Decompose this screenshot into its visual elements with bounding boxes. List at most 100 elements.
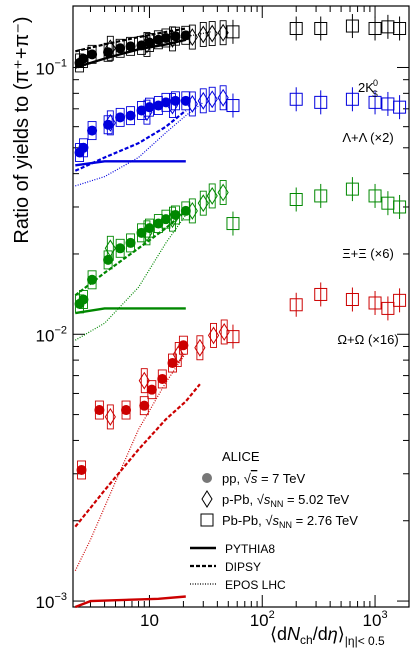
pp-point-x bbox=[78, 294, 89, 305]
ppb-point-o bbox=[138, 371, 150, 390]
ppb-point-k bbox=[104, 39, 116, 58]
legend-title: ALICE bbox=[222, 449, 260, 464]
ppb-syst-box-k bbox=[188, 24, 196, 50]
ppb-point-k bbox=[186, 28, 198, 47]
pp-point-k bbox=[78, 53, 89, 64]
ppb-point-l bbox=[166, 96, 179, 115]
ppb-point-x bbox=[166, 210, 179, 229]
pp-point-o bbox=[139, 400, 150, 411]
pp-point-k bbox=[144, 37, 155, 48]
legend-pythia-label: PYTHIA8 bbox=[225, 542, 275, 556]
pp-point-k bbox=[153, 34, 164, 45]
ppb-syst-box-k bbox=[106, 35, 114, 61]
y-axis-label: Ratio of yields to (π⁺+π⁻) bbox=[11, 16, 33, 243]
ppb-point-o bbox=[207, 326, 220, 345]
pp-point-x bbox=[125, 237, 136, 248]
x-axis-label: ⟨dNch/dη⟩|η|< 0.5 bbox=[270, 624, 385, 648]
model-epos-x bbox=[74, 214, 187, 341]
ppb-syst-box-x bbox=[219, 180, 227, 205]
ppb-point-k bbox=[141, 35, 153, 54]
pp-point-x bbox=[153, 218, 164, 229]
species-label-o: Ω+Ω (×16) bbox=[337, 332, 398, 347]
ppb-syst-box-l bbox=[208, 86, 216, 112]
legend-pbpb-marker bbox=[200, 513, 214, 527]
pp-point-o bbox=[146, 384, 157, 395]
model-curves bbox=[74, 27, 211, 609]
model-pythia-o bbox=[74, 595, 186, 609]
pp-point-x bbox=[180, 205, 191, 216]
legend-dipsy-label: DIPSY bbox=[225, 560, 261, 574]
species-label-k: 2K0 S bbox=[358, 78, 378, 99]
ppb-point-x bbox=[197, 194, 209, 213]
pp-point-l bbox=[87, 125, 98, 136]
model-dipsy-l bbox=[74, 109, 187, 172]
pp-point-l bbox=[153, 100, 164, 111]
ppb-syst-box-x bbox=[143, 220, 151, 246]
x-tick-label: 103 bbox=[363, 609, 388, 630]
ppb-syst-box-x bbox=[169, 206, 176, 232]
ppb-syst-box-x bbox=[208, 183, 216, 209]
ppb-point-o bbox=[172, 345, 184, 364]
species-label-x: Ξ+Ξ (×6) bbox=[342, 246, 394, 261]
ppb-syst-box-l bbox=[188, 91, 196, 117]
ppb-syst-box-l bbox=[169, 93, 176, 118]
y-tick-label: 10−3 bbox=[36, 591, 67, 612]
pp-point-l bbox=[144, 102, 155, 113]
ppb-syst-box-k bbox=[169, 26, 176, 52]
ppb-point-x bbox=[104, 239, 116, 258]
model-epos-l bbox=[75, 101, 204, 187]
legend-pp-label: pp, √s = 7 TeV bbox=[222, 471, 305, 486]
ppb-syst-box-o bbox=[140, 368, 148, 394]
ppb-point-l bbox=[206, 90, 218, 109]
ppb-point-l bbox=[141, 103, 153, 122]
legend-pp-marker bbox=[202, 473, 212, 483]
ppb-syst-box-o bbox=[106, 404, 114, 430]
ppb-point-x bbox=[217, 183, 229, 202]
ppb-syst-box-k bbox=[208, 21, 216, 47]
pp-point-l bbox=[78, 142, 89, 153]
legend: ALICE pp, √s = 7 TeV p-Pb, √sNN = 5.02 T… bbox=[190, 449, 358, 592]
legend-pbpb-label: Pb-Pb, √sNN = 2.76 TeV bbox=[222, 513, 358, 530]
pp-point-l bbox=[115, 112, 126, 123]
ppb-syst-box-k bbox=[219, 20, 227, 46]
axis-ticks: 10 102 103 10−3 10−2 10−1 bbox=[36, 6, 410, 630]
pp-point-o bbox=[157, 373, 168, 384]
ppb-syst-box-x bbox=[106, 235, 114, 261]
legend-ppb-label: p-Pb, √sNN = 5.02 TeV bbox=[222, 492, 350, 509]
ppb-point-o bbox=[194, 338, 206, 357]
ppb-syst-box-o bbox=[210, 322, 217, 348]
ppb-point-l bbox=[104, 113, 116, 132]
pp-point-k bbox=[87, 49, 98, 60]
x-tick-label: 10 bbox=[140, 611, 159, 630]
ppb-point-l bbox=[217, 88, 229, 107]
pp-point-o bbox=[94, 405, 105, 416]
ppb-point-l bbox=[197, 91, 209, 110]
y-tick-label: 10−2 bbox=[36, 324, 67, 345]
y-tick-label: 10−1 bbox=[36, 57, 67, 78]
ppb-syst-box-x bbox=[188, 198, 196, 224]
ppb-syst-box-l bbox=[199, 88, 207, 114]
ppb-syst-box-l bbox=[106, 110, 114, 136]
ppb-point-x bbox=[206, 186, 218, 205]
model-pythia-x bbox=[75, 307, 186, 315]
ppb-point-o bbox=[218, 323, 230, 341]
data-points bbox=[74, 14, 407, 480]
ppb-syst-box-x bbox=[199, 190, 207, 216]
ppb-syst-box-l bbox=[143, 99, 151, 125]
ppb-point-k bbox=[197, 25, 209, 44]
x-tick-label: 102 bbox=[250, 609, 275, 630]
ppb-syst-box-o bbox=[196, 335, 204, 361]
pp-point-l bbox=[125, 110, 136, 121]
pp-point-k bbox=[125, 41, 136, 52]
ppb-syst-box-l bbox=[219, 85, 227, 111]
pp-point-x bbox=[115, 243, 126, 254]
legend-epos-label: EPOS LHC bbox=[225, 578, 286, 592]
ppb-point-x bbox=[186, 201, 198, 220]
model-epos-o bbox=[74, 352, 187, 571]
ppb-syst-box-o bbox=[174, 342, 182, 367]
pp-point-x bbox=[87, 274, 98, 285]
ppb-point-o bbox=[104, 407, 116, 426]
plot-frame bbox=[72, 5, 410, 608]
model-dipsy-o bbox=[74, 383, 201, 528]
